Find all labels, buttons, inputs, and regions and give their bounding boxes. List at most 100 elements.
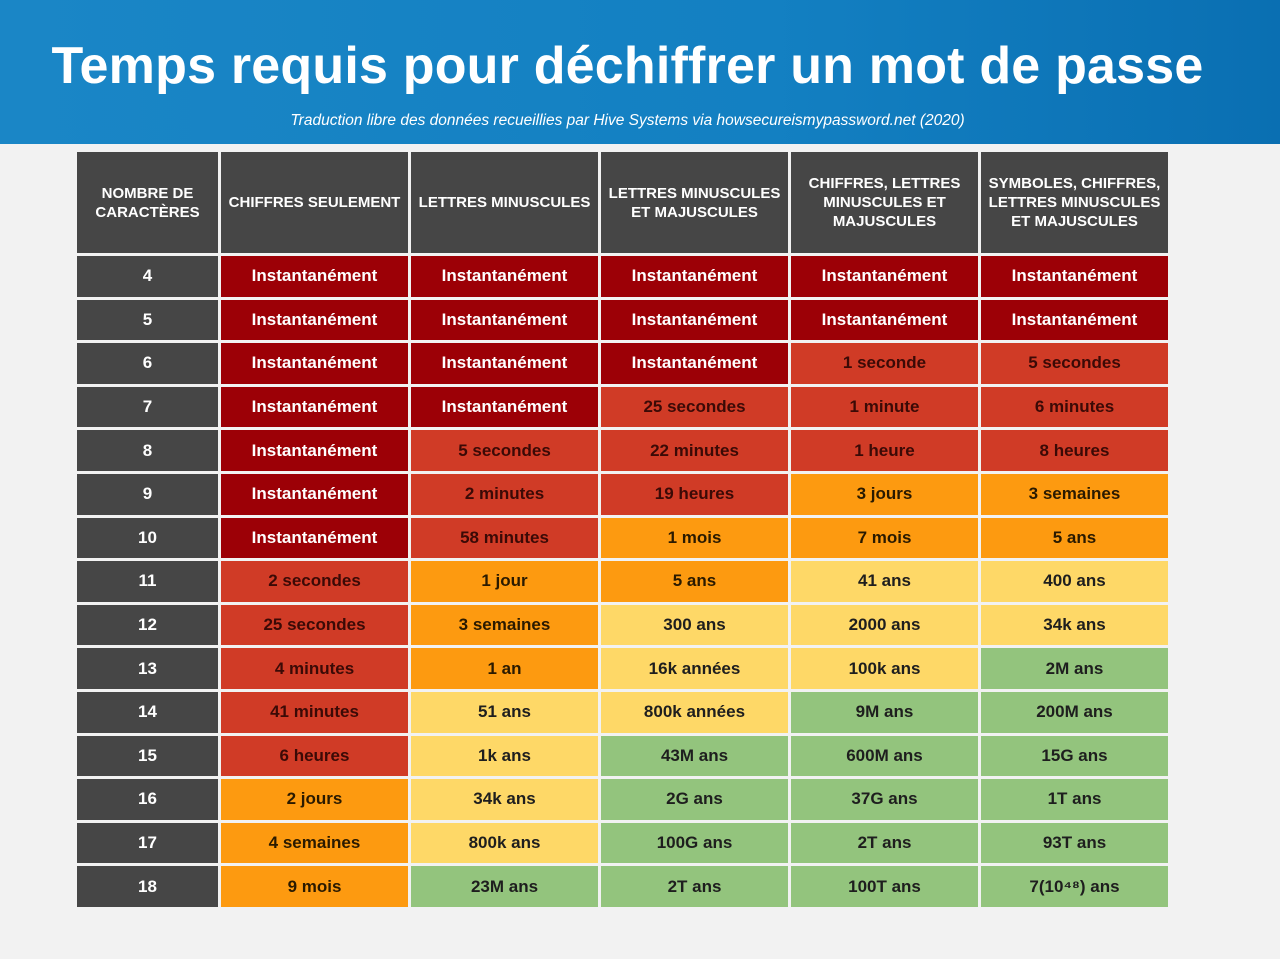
character-count-cell: 18 bbox=[77, 866, 218, 907]
crack-time-cell: Instantanément bbox=[411, 299, 598, 341]
crack-time-cell: Instantanément bbox=[791, 299, 978, 341]
crack-time-cell: 7(10⁴⁸) ans bbox=[981, 866, 1168, 907]
page-title: Temps requis pour déchiffrer un mot de p… bbox=[51, 37, 1204, 95]
character-count-cell: 10 bbox=[77, 517, 218, 559]
crack-time-cell: 1 an bbox=[411, 648, 598, 689]
crack-time-cell: 34k ans bbox=[981, 604, 1168, 646]
crack-time-cell: 2M ans bbox=[981, 648, 1168, 689]
table-row: 11 2 secondes 1 jour 5 ans 41 ans 400 ans bbox=[77, 561, 1168, 602]
crack-time-cell: 8 heures bbox=[981, 430, 1168, 471]
crack-time-cell: 41 minutes bbox=[221, 691, 408, 733]
crack-time-cell: 100T ans bbox=[791, 866, 978, 907]
crack-time-cell: 3 semaines bbox=[411, 604, 598, 646]
crack-time-cell: Instantanément bbox=[791, 256, 978, 297]
crack-time-cell: Instantanément bbox=[221, 343, 408, 384]
crack-time-cell: Instantanément bbox=[981, 299, 1168, 341]
crack-time-cell: 2 minutes bbox=[411, 473, 598, 515]
crack-time-cell: Instantanément bbox=[411, 386, 598, 428]
crack-time-cell: 1 seconde bbox=[791, 343, 978, 384]
column-header: NOMBRE DE CARACTÈRES bbox=[77, 152, 218, 253]
character-count-cell: 5 bbox=[77, 299, 218, 341]
crack-time-cell: 22 minutes bbox=[601, 430, 788, 471]
crack-time-cell: 1T ans bbox=[981, 779, 1168, 820]
crack-time-cell: 41 ans bbox=[791, 561, 978, 602]
crack-time-cell: 9M ans bbox=[791, 691, 978, 733]
crack-time-cell: 5 secondes bbox=[981, 343, 1168, 384]
crack-time-cell: 1 jour bbox=[411, 561, 598, 602]
table-row: 16 2 jours 34k ans 2G ans 37G ans 1T ans bbox=[77, 779, 1168, 820]
character-count-cell: 12 bbox=[77, 604, 218, 646]
crack-time-cell: 19 heures bbox=[601, 473, 788, 515]
crack-time-cell: Instantanément bbox=[601, 343, 788, 384]
crack-time-cell: 3 jours bbox=[791, 473, 978, 515]
crack-time-cell: Instantanément bbox=[221, 299, 408, 341]
crack-time-cell: 400 ans bbox=[981, 561, 1168, 602]
crack-time-cell: 7 mois bbox=[791, 517, 978, 559]
crack-time-cell: 58 minutes bbox=[411, 517, 598, 559]
crack-time-cell: 100G ans bbox=[601, 822, 788, 864]
crack-time-cell: 800k ans bbox=[411, 822, 598, 864]
crack-time-cell: 5 ans bbox=[601, 561, 788, 602]
table-row: 9 Instantanément 2 minutes 19 heures 3 jours… bbox=[77, 473, 1168, 515]
character-count-cell: 16 bbox=[77, 779, 218, 820]
crack-time-cell: 2 secondes bbox=[221, 561, 408, 602]
crack-time-cell: Instantanément bbox=[601, 299, 788, 341]
table-row: 4 Instantanément Instantanément Instantaném… bbox=[77, 256, 1168, 297]
table-header-row: NOMBRE DE CARACTÈRES CHIFFRES SEULEMENT LE… bbox=[77, 152, 1168, 253]
crack-time-cell: 100k ans bbox=[791, 648, 978, 689]
table-row: 14 41 minutes 51 ans 800k années 9M ans 200M … bbox=[77, 691, 1168, 733]
crack-time-cell: Instantanément bbox=[221, 430, 408, 471]
page-subtitle: Traduction libre des données recueillies… bbox=[290, 112, 965, 129]
crack-time-cell: 1 minute bbox=[791, 386, 978, 428]
crack-time-cell: 25 secondes bbox=[601, 386, 788, 428]
character-count-cell: 14 bbox=[77, 691, 218, 733]
crack-time-cell: Instantanément bbox=[221, 473, 408, 515]
column-header: CHIFFRES SEULEMENT bbox=[221, 152, 408, 253]
crack-time-cell: 2 jours bbox=[221, 779, 408, 820]
character-count-cell: 11 bbox=[77, 561, 218, 602]
crack-time-cell: Instantanément bbox=[221, 256, 408, 297]
crack-time-cell: 2T ans bbox=[601, 866, 788, 907]
crack-time-cell: 5 ans bbox=[981, 517, 1168, 559]
character-count-cell: 7 bbox=[77, 386, 218, 428]
table-row: 10 Instantanément 58 minutes 1 mois 7 mois 5 … bbox=[77, 517, 1168, 559]
crack-time-cell: 34k ans bbox=[411, 779, 598, 820]
crack-time-cell: 3 semaines bbox=[981, 473, 1168, 515]
table-row: 7 Instantanément Instantanément 25 secondes… bbox=[77, 386, 1168, 428]
column-header: CHIFFRES, LETTRES MINUSCULES ET MAJUSCUL… bbox=[791, 152, 978, 253]
crack-time-cell: Instantanément bbox=[981, 256, 1168, 297]
crack-time-cell: 93T ans bbox=[981, 822, 1168, 864]
crack-time-cell: Instantanément bbox=[411, 256, 598, 297]
table-row: 18 9 mois 23M ans 2T ans 100T ans 7(10⁴⁸) ans bbox=[77, 866, 1168, 907]
table-row: 17 4 semaines 800k ans 100G ans 2T ans 93T an… bbox=[77, 822, 1168, 864]
crack-time-cell: 2000 ans bbox=[791, 604, 978, 646]
table-row: 12 25 secondes 3 semaines 300 ans 2000 ans 34… bbox=[77, 604, 1168, 646]
character-count-cell: 6 bbox=[77, 343, 218, 384]
crack-time-cell: 2T ans bbox=[791, 822, 978, 864]
crack-time-cell: 4 semaines bbox=[221, 822, 408, 864]
column-header: LETTRES MINUSCULES bbox=[411, 152, 598, 253]
crack-time-cell: 6 minutes bbox=[981, 386, 1168, 428]
character-count-cell: 13 bbox=[77, 648, 218, 689]
crack-time-cell: 37G ans bbox=[791, 779, 978, 820]
crack-time-cell: 9 mois bbox=[221, 866, 408, 907]
crack-time-cell: 43M ans bbox=[601, 735, 788, 777]
crack-time-cell: 51 ans bbox=[411, 691, 598, 733]
crack-time-cell: 300 ans bbox=[601, 604, 788, 646]
crack-time-cell: 800k années bbox=[601, 691, 788, 733]
character-count-cell: 4 bbox=[77, 256, 218, 297]
table-row: 15 6 heures 1k ans 43M ans 600M ans 15G ans bbox=[77, 735, 1168, 777]
crack-time-cell: 2G ans bbox=[601, 779, 788, 820]
crack-time-cell: Instantanément bbox=[601, 256, 788, 297]
column-header: LETTRES MINUSCULES ET MAJUSCULES bbox=[601, 152, 788, 253]
crack-time-cell: 1 mois bbox=[601, 517, 788, 559]
table-row: 13 4 minutes 1 an 16k années 100k ans 2M ans bbox=[77, 648, 1168, 689]
crack-time-cell: 200M ans bbox=[981, 691, 1168, 733]
table-row: 5 Instantanément Instantanément Instantaném… bbox=[77, 299, 1168, 341]
character-count-cell: 8 bbox=[77, 430, 218, 471]
crack-time-cell: Instantanément bbox=[221, 517, 408, 559]
header-banner: Temps requis pour déchiffrer un mot de p… bbox=[0, 0, 1280, 144]
password-crack-time-table: NOMBRE DE CARACTÈRES CHIFFRES SEULEMENT LE… bbox=[74, 149, 1171, 910]
table-row: 6 Instantanément Instantanément Instantaném… bbox=[77, 343, 1168, 384]
column-header: SYMBOLES, CHIFFRES, LETTRES MINUSCULES E… bbox=[981, 152, 1168, 253]
